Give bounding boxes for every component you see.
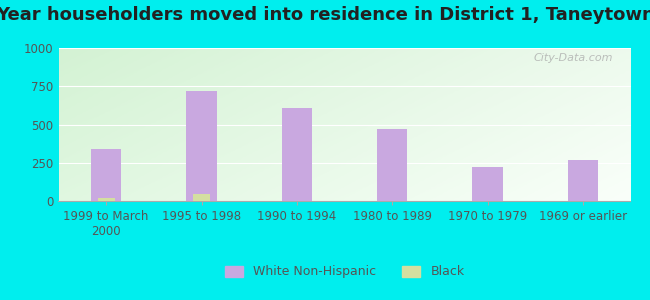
Bar [98, 198, 114, 201]
Legend: White Non-Hispanic, Black: White Non-Hispanic, Black [220, 260, 469, 283]
Bar [567, 160, 598, 201]
Bar [377, 129, 408, 201]
Text: City-Data.com: City-Data.com [534, 52, 614, 63]
Text: Year householders moved into residence in District 1, Taneytown: Year householders moved into residence i… [0, 6, 650, 24]
Bar [473, 167, 502, 201]
Bar [281, 108, 312, 201]
Bar [187, 91, 216, 201]
Bar [193, 194, 210, 201]
Bar [91, 149, 122, 201]
